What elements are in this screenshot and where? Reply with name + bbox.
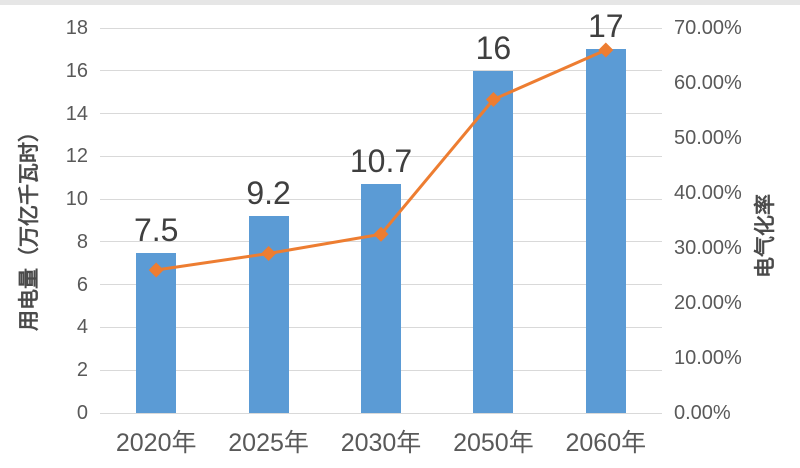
bar-value-label: 16 (475, 29, 512, 66)
gridline (100, 113, 662, 115)
right-axis-tick-label: 0.00% (674, 402, 731, 424)
left-axis-tick-label: 8 (76, 230, 88, 253)
bar (136, 252, 177, 413)
bar-value-label: 17 (588, 8, 624, 45)
gridline (100, 412, 662, 414)
right-axis-tick-label: 30.00% (674, 237, 742, 259)
right-axis-tick-label: 10.00% (674, 347, 742, 369)
left-axis-tick-label: 12 (65, 145, 88, 168)
gridline (100, 27, 662, 29)
right-axis-tick-label: 20.00% (674, 292, 742, 314)
x-axis-tick-label: 2060年 (565, 429, 647, 457)
x-axis-tick-label: 2050年 (453, 429, 534, 457)
left-axis-tick-label: 18 (65, 17, 88, 39)
top-border-strip (0, 0, 800, 5)
left-axis-tick-label: 4 (76, 316, 88, 339)
right-axis-tick-label: 50.00% (674, 127, 742, 149)
right-axis-title: 电气化率 (754, 194, 777, 278)
bar (585, 49, 626, 413)
bar (248, 216, 289, 413)
left-axis-tick-label: 0 (76, 402, 88, 424)
right-axis-tick-label: 60.00% (674, 72, 742, 94)
bar (473, 70, 514, 413)
left-axis-tick-label: 10 (65, 188, 88, 211)
bar-value-label: 7.5 (133, 211, 179, 248)
left-axis-tick-label: 2 (76, 359, 88, 382)
x-axis-tick-label: 2025年 (228, 429, 309, 457)
bar (361, 184, 401, 413)
bar-value-label: 10.7 (349, 143, 413, 180)
left-axis-tick-label: 14 (65, 102, 88, 125)
right-axis-tick-label: 40.00% (674, 182, 742, 204)
gridline (100, 70, 662, 72)
x-axis-tick-label: 2030年 (340, 429, 422, 457)
right-axis-tick-label: 70.00% (674, 17, 742, 39)
x-axis-tick-label: 2020年 (115, 429, 197, 457)
left-axis-tick-label: 6 (76, 273, 88, 296)
bar-value-label: 9.2 (246, 175, 291, 212)
left-axis-tick-label: 16 (65, 59, 88, 82)
